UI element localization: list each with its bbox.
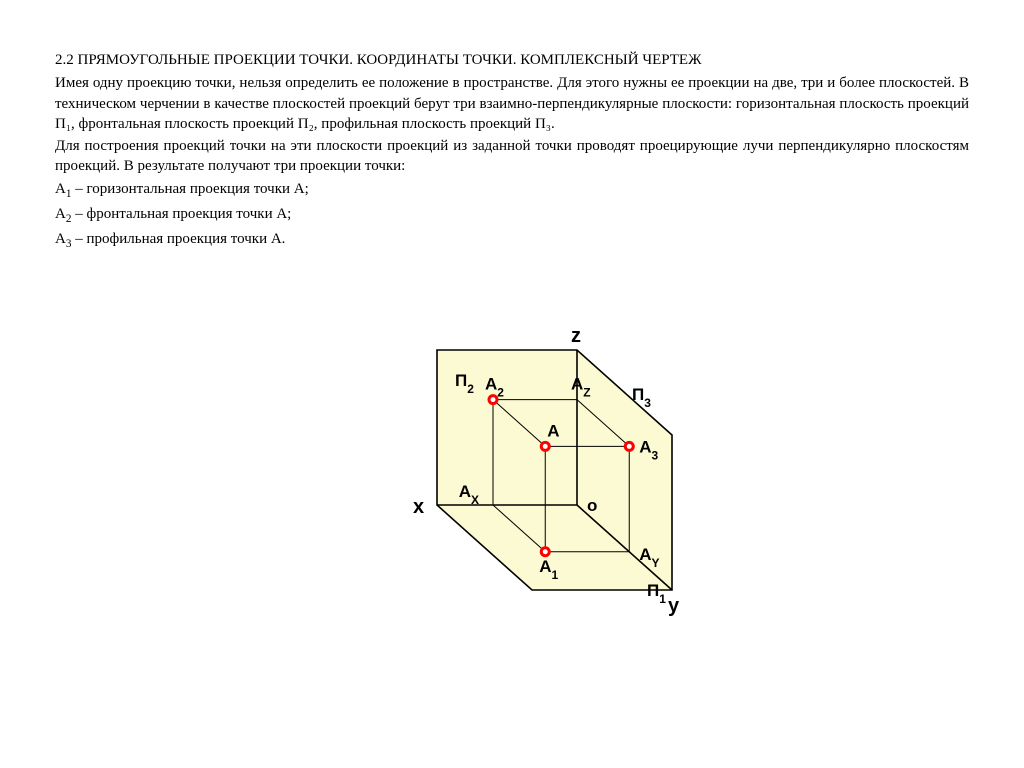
section-title: 2.2 ПРЯМОУГОЛЬНЫЕ ПРОЕКЦИИ ТОЧКИ. КООРДИ…: [55, 50, 969, 70]
projection-diagram: zxyoП2П1П3A2AZAA3AXAYA1: [55, 270, 969, 690]
svg-text:A: A: [547, 421, 559, 440]
svg-text:z: z: [571, 325, 581, 347]
svg-text:o: o: [587, 496, 597, 515]
def-a3: А3 – профильная проекция точки А.: [55, 229, 969, 252]
svg-text:x: x: [413, 496, 424, 518]
def-a2: А2 – фронтальная проекция точки А;: [55, 204, 969, 227]
paragraph-1: Имея одну проекцию точки, нельзя определ…: [55, 73, 969, 134]
svg-text:y: y: [668, 595, 680, 617]
paragraph-2: Для построения проекций точки на эти пло…: [55, 136, 969, 177]
def-a1: А1 – горизонтальная проекция точки А;: [55, 179, 969, 202]
